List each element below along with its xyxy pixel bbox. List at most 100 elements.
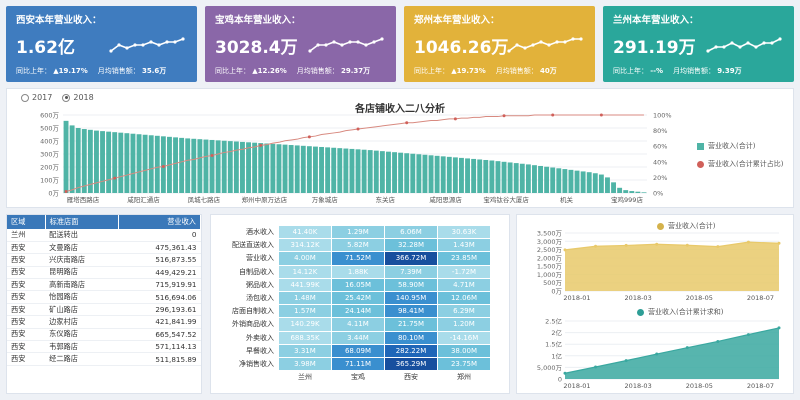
heat-column-label: 郑州 [457,373,471,382]
legend-label: 营业收入(合计累计求和) [648,308,724,316]
heat-cell[interactable]: 1.57M [279,305,331,318]
y-tick-label-left: 300万 [40,151,59,159]
kpi-sparkline [109,37,185,53]
column-header-store[interactable]: 标准店面 [45,215,119,229]
heat-cell[interactable]: -1.72M [438,265,490,278]
kpi-card-baoji[interactable]: 宝鸡本年营业收入： 3028.4万 同比上年： ▲12.26% 月均销售额： 2… [205,6,396,82]
table-row[interactable]: 西安 边家村店 421,841.99 [7,315,201,329]
heat-cell[interactable]: 688.35K [279,331,331,344]
heat-cell[interactable]: 14.12K [279,265,331,278]
heat-cell[interactable]: 3.44M [332,331,384,344]
table-row[interactable]: 西安 韦郭路店 571,114.13 [7,340,201,354]
heat-cell[interactable]: 3.31M [279,344,331,357]
table-row[interactable]: 兰州 配送转出 0 [7,229,201,242]
bar [325,147,331,193]
y-tick-label: 0 [558,376,562,384]
table-row[interactable]: 西安 矿山路店 296,193.61 [7,303,201,317]
kpi-card-lanzhou[interactable]: 兰州本年营业收入： 291.19万 同比上年： --% 月均销售额： 9.39万 [603,6,794,82]
heat-cell[interactable]: 314.12K [279,239,331,252]
heat-cell[interactable]: 1.20M [438,318,490,331]
table-row[interactable]: 西安 高新南路店 715,919.91 [7,278,201,292]
table-row[interactable]: 西安 东仪路店 665,547.52 [7,328,201,342]
heat-cell[interactable]: 4.00M [279,252,331,265]
heat-cell[interactable]: 1.43M [438,239,490,252]
table-row[interactable]: 西安 昆明路店 449,429.21 [7,266,201,280]
kpi-card-zhengzhou[interactable]: 郑州本年营业收入： 1046.26万 同比上年： ▲19.73% 月均销售额： … [404,6,595,82]
sparkline-point [340,43,344,47]
heat-cell[interactable]: 6.06M [385,226,437,239]
bar [598,174,604,193]
bar [605,177,610,193]
heat-cell[interactable]: 140.29K [279,318,331,331]
kpi-yoy: ▲19.17% [53,67,88,75]
heat-cell[interactable]: 23.85M [438,252,490,265]
store-table: 区域 标准店面 营业收入 兰州 配送转出 0 西安 文曼路店 475,361.43 西安 兴庆… [7,215,202,366]
heat-cell[interactable]: 98.41M [385,305,437,318]
sparkline-point [324,43,328,47]
bar [550,167,556,193]
heat-row: 外销商品收入 140.29K 4.11M 21.75M 1.20M [218,318,490,331]
column-header-revenue[interactable]: 营业收入 [118,215,202,229]
cumulative-point [161,164,165,168]
x-tick-label: 凤城七路店 [188,195,221,204]
heat-cell[interactable]: 32.28M [385,239,437,252]
heat-cell[interactable]: 1.29M [332,226,384,239]
table-row[interactable]: 西安 怡园路店 516,694.06 [7,290,201,304]
cell-region: 西安 [7,352,46,366]
heat-cell[interactable]: 4.71M [438,278,490,291]
heat-cell[interactable]: 365.29M [385,357,437,371]
heat-cell[interactable]: 16.05M [332,278,384,291]
heat-cell[interactable]: 71.11M [332,357,384,371]
heat-cell[interactable]: 12.06M [438,291,490,305]
heat-cell[interactable]: 282.22M [385,344,437,357]
sparkline-point [109,49,113,53]
heat-cell[interactable]: 140.95M [385,291,437,305]
heat-cell[interactable]: 41.40K [279,226,331,239]
heat-cell[interactable]: 23.75M [438,357,490,371]
column-header-region[interactable]: 区域 [7,215,46,229]
table-row[interactable]: 西安 经二路店 511,815.89 [7,352,201,366]
heat-row: 粥品收入 441.99K 16.05M 58.90M 4.71M [218,278,490,291]
heat-cell[interactable]: 441.99K [279,278,331,291]
bar [373,150,379,193]
sparkline-point [157,43,161,47]
x-tick-label: 2018-07 [747,294,774,302]
bar [233,141,239,193]
heat-cell[interactable]: 1.88K [332,265,384,278]
bar [617,187,623,193]
heat-cell[interactable]: 38.00M [438,344,490,357]
heat-cell[interactable]: 80.10M [385,331,437,344]
bar [471,158,477,193]
radio-2017[interactable]: 2017 [21,93,52,102]
heat-cell[interactable]: 24.14M [332,305,384,318]
heat-cell[interactable]: 68.09M [332,344,384,357]
heat-row: 自制品收入 14.12K 1.88K 7.39M -1.72M [218,265,490,278]
table-row[interactable]: 西安 文曼路店 475,361.43 [7,241,201,255]
heat-cell[interactable]: 21.75M [385,318,437,331]
heat-cell[interactable]: 71.52M [332,252,384,265]
legend-item-monthly[interactable]: 营业收入(合计) [657,221,715,231]
heat-cell[interactable]: 7.39M [385,265,437,278]
heat-cell[interactable]: 1.48M [279,291,331,305]
heat-cell[interactable]: 25.42M [332,291,384,305]
heat-cell[interactable]: 58.90M [385,278,437,291]
kpi-yoy: --% [650,67,664,75]
x-tick-label: 2018-03 [625,294,652,302]
heat-cell[interactable]: 4.11M [332,318,384,331]
heat-cell[interactable]: 3.98M [279,357,331,371]
legend-item-revenue[interactable]: 营业收入(合计) [697,141,783,151]
table-row[interactable]: 西安 兴庆南路店 516,873.55 [7,253,201,267]
heat-cell[interactable]: 6.29M [438,305,490,318]
heat-cell[interactable]: 5.82M [332,239,384,252]
sparkline-path [707,38,781,52]
sparkline-path [309,38,383,52]
radio-2018[interactable]: 2018 [62,93,94,102]
heat-cell[interactable]: 366.72M [385,252,437,265]
heat-cell[interactable]: -14.16M [438,331,490,344]
heat-cell[interactable]: 30.63K [438,226,490,239]
legend-item-cumulative-sum[interactable]: 营业收入(合计累计求和) [637,307,723,317]
cell-region: 西安 [7,340,46,354]
legend-item-cumulative[interactable]: 营业收入(合计累计占比) [697,159,783,169]
bar [112,132,118,193]
kpi-card-xian[interactable]: 西安本年营业收入： 1.62亿 同比上年： ▲19.17% 月均销售额： 35.… [6,6,197,82]
